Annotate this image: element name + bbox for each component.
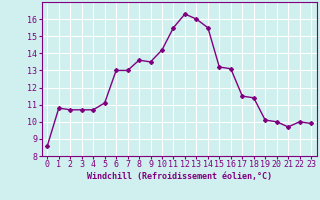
X-axis label: Windchill (Refroidissement éolien,°C): Windchill (Refroidissement éolien,°C) — [87, 172, 272, 181]
